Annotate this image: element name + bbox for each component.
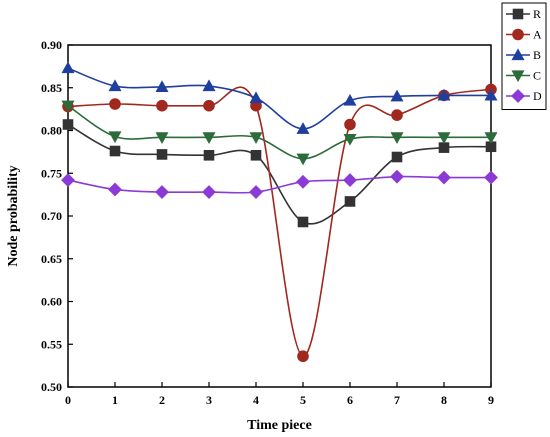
data-point-C	[202, 132, 216, 144]
data-point-R	[250, 149, 262, 161]
data-point-B	[249, 91, 263, 104]
legend-item-C: C	[506, 69, 541, 83]
legend-label: C	[533, 69, 541, 83]
series-line-C	[67, 105, 491, 160]
legend-marker	[511, 89, 525, 103]
x-tick-label: 3	[206, 393, 212, 407]
y-tick-label: 0.50	[41, 380, 62, 394]
data-point-A	[156, 99, 168, 112]
series-line-D	[67, 175, 492, 194]
data-point-C	[484, 132, 498, 144]
x-tick-label: 1	[112, 393, 118, 407]
legend-marker	[512, 28, 524, 41]
data-point-D	[343, 173, 357, 188]
legend-label: D	[533, 89, 542, 103]
legend-label: A	[533, 28, 542, 42]
y-tick-label: 0.70	[41, 209, 62, 223]
x-tick-label: 7	[394, 393, 400, 407]
series-line-A	[67, 86, 492, 358]
x-tick-label: 6	[347, 393, 353, 407]
y-tick-label: 0.85	[41, 81, 62, 95]
data-point-C	[249, 132, 263, 144]
data-point-C	[343, 133, 357, 146]
x-tick-label: 0	[65, 393, 71, 407]
data-point-B	[437, 88, 451, 101]
x-tick-label: 5	[300, 393, 306, 407]
series-B	[61, 61, 498, 134]
data-point-C	[155, 132, 169, 144]
data-point-D	[108, 182, 122, 197]
data-point-D	[484, 170, 498, 185]
series-C	[61, 100, 498, 166]
data-point-R	[297, 216, 309, 228]
legend-label: B	[533, 48, 541, 62]
legend-item-R: R	[506, 7, 541, 21]
data-point-R	[156, 149, 168, 160]
series-line-B	[67, 67, 492, 130]
y-tick-label: 0.65	[41, 252, 62, 266]
data-point-B	[296, 122, 310, 134]
y-tick-label: 0.90	[41, 38, 62, 52]
data-point-R	[344, 196, 356, 207]
y-axis: 0.50 0.55 0.60 0.65 0.70 0.75 0.80 0.85 0.90	[41, 38, 73, 394]
legend-box	[501, 2, 547, 110]
data-point-D	[155, 185, 169, 199]
y-axis-title: Node probability	[6, 165, 21, 266]
data-point-R	[62, 119, 74, 130]
series-A	[62, 83, 497, 363]
data-point-C	[437, 132, 451, 144]
plot-area	[61, 44, 498, 388]
data-point-A	[203, 99, 215, 112]
data-point-C	[108, 131, 122, 144]
data-point-B	[390, 89, 404, 102]
legend-item-B: B	[506, 48, 541, 62]
data-point-R	[203, 149, 215, 161]
data-point-D	[437, 170, 451, 185]
data-point-C	[61, 100, 75, 113]
series-line-R	[67, 123, 492, 225]
legend-item-A: A	[506, 28, 542, 42]
data-point-D	[296, 174, 310, 189]
legend-item-D: D	[506, 89, 542, 103]
legend-marker	[511, 48, 525, 61]
series-R	[62, 119, 497, 228]
data-point-B	[61, 61, 75, 74]
y-tick-label: 0.60	[41, 295, 62, 309]
y-tick-label: 0.80	[41, 124, 62, 138]
data-point-B	[155, 80, 169, 92]
data-point-R	[438, 142, 450, 153]
legend-label: R	[533, 7, 541, 21]
legend-marker	[512, 8, 524, 20]
data-point-R	[109, 145, 121, 157]
y-tick-label: 0.75	[41, 166, 62, 180]
x-tick-label: 8	[441, 393, 447, 407]
y-tick-label: 0.55	[41, 337, 62, 351]
data-point-C	[296, 153, 310, 166]
x-axis: 0 1 2 3 4 5 6 7 8 9	[65, 382, 494, 407]
data-point-D	[249, 185, 263, 199]
series-D	[61, 169, 498, 199]
data-point-A	[391, 109, 403, 121]
data-point-A	[297, 350, 309, 363]
legend-marker	[511, 70, 525, 83]
series-layer	[61, 61, 498, 363]
data-point-A	[109, 98, 121, 110]
x-tick-label: 4	[253, 393, 259, 407]
data-point-D	[202, 185, 216, 199]
data-point-B	[343, 93, 357, 106]
data-point-B	[202, 79, 216, 92]
data-point-B	[108, 79, 122, 92]
data-point-B	[484, 88, 498, 101]
data-point-A	[344, 118, 356, 131]
x-axis-title: Time piece	[247, 418, 312, 433]
data-point-D	[61, 173, 75, 188]
x-tick-label: 9	[488, 393, 494, 407]
data-point-D	[390, 169, 404, 184]
x-tick-label: 2	[159, 393, 165, 407]
data-point-C	[390, 132, 404, 144]
data-point-R	[391, 151, 403, 163]
